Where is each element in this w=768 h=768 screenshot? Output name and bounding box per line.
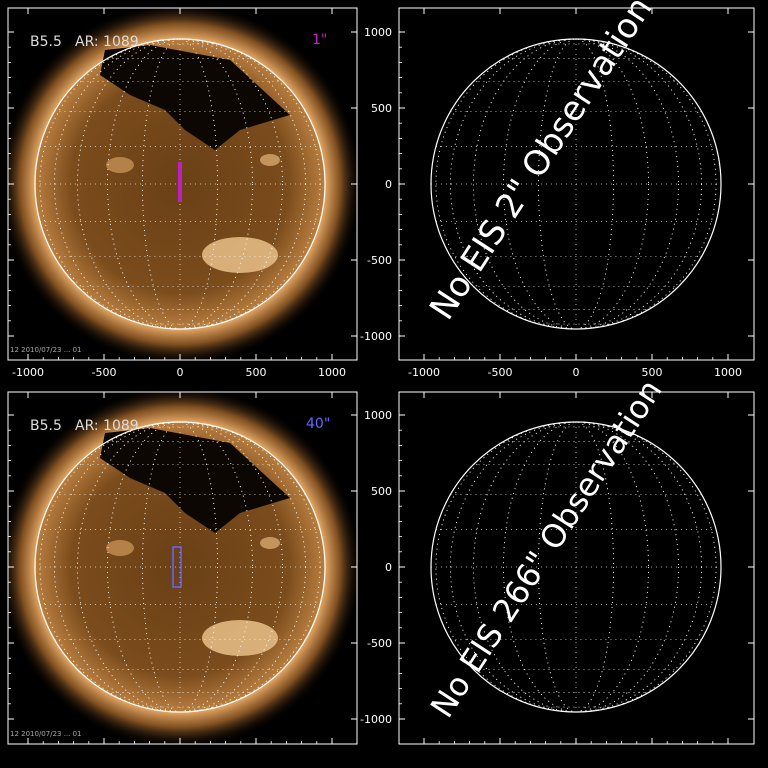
eis-slit-marker bbox=[178, 162, 182, 202]
coronal-hole bbox=[100, 45, 290, 150]
longitude-line bbox=[54, 38, 306, 330]
timestamp-label: 12 2010/07/23 ... 01 bbox=[10, 730, 82, 738]
y-tick-label: 500 bbox=[371, 485, 392, 498]
x-tick-label: -500 bbox=[92, 366, 117, 379]
heliographic-grid bbox=[35, 421, 325, 713]
no-observation-label: No EIS 2" Observation bbox=[422, 0, 660, 327]
slit-width-label: 40" bbox=[306, 416, 330, 432]
y-tick-label: -500 bbox=[367, 637, 392, 650]
x-tick-label: -1000 bbox=[408, 366, 440, 379]
panel-top-right: No EIS 2" Observation -1000 -500 0 500 1000 1… bbox=[360, 0, 755, 379]
longitude-line bbox=[39, 38, 321, 330]
y-tick-label: 0 bbox=[385, 561, 392, 574]
solar-limb bbox=[34, 421, 326, 713]
longitude-line bbox=[435, 38, 717, 330]
active-region-label: AR: 1089 bbox=[75, 418, 139, 434]
timestamp-label: 12 2010/07/23 ... 01 bbox=[10, 346, 82, 354]
solar-limb bbox=[430, 421, 722, 713]
longitude-line bbox=[450, 38, 702, 330]
longitude-line bbox=[39, 421, 321, 713]
active-region-label: AR: 1089 bbox=[75, 34, 139, 50]
slit-width-label: 1" bbox=[312, 32, 327, 48]
longitude-line bbox=[538, 38, 614, 330]
flare-class-label: B5.5 bbox=[30, 418, 62, 434]
coronal-hole bbox=[100, 428, 290, 533]
longitude-line bbox=[142, 421, 218, 713]
x-tick-label: 0 bbox=[177, 366, 184, 379]
x-tick-label: -1000 bbox=[12, 366, 44, 379]
x-tick-label: 1000 bbox=[714, 366, 742, 379]
active-region bbox=[202, 620, 278, 656]
eis-raster-box bbox=[172, 546, 182, 588]
longitude-line bbox=[450, 421, 702, 713]
x-tick-label: 500 bbox=[246, 366, 267, 379]
x-tick-label: -500 bbox=[488, 366, 513, 379]
active-region bbox=[202, 237, 278, 273]
x-tick-label: 500 bbox=[642, 366, 663, 379]
solar-limb bbox=[34, 38, 326, 330]
x-tick-label: 0 bbox=[573, 366, 580, 379]
y-tick-label: 0 bbox=[385, 178, 392, 191]
sun-image-bottom bbox=[8, 392, 357, 744]
sun-image-top bbox=[8, 8, 357, 360]
y-tick-label: -500 bbox=[367, 254, 392, 267]
x-tick-label: 1000 bbox=[318, 366, 346, 379]
flare-class-label: B5.5 bbox=[30, 34, 62, 50]
y-tick-label: -1000 bbox=[360, 330, 392, 343]
y-tick-label: 1000 bbox=[364, 409, 392, 422]
panel-bottom-right: No EIS 266" Observation 10005000-500-100… bbox=[360, 373, 755, 745]
solar-limb bbox=[430, 38, 722, 330]
longitude-line bbox=[435, 421, 717, 713]
panel-top-left: B5.5 AR: 1089 1" 12 2010/07/23 ... 01 -1… bbox=[7, 7, 358, 379]
longitude-line bbox=[142, 38, 218, 330]
y-tick-label: 1000 bbox=[364, 26, 392, 39]
y-tick-label: -1000 bbox=[360, 713, 392, 726]
axes-frame bbox=[7, 391, 358, 745]
longitude-line bbox=[538, 421, 614, 713]
y-tick-label: 500 bbox=[371, 102, 392, 115]
longitude-line bbox=[54, 421, 306, 713]
panel-bottom-left: B5.5 AR: 1089 40" 12 2010/07/23 ... 01 bbox=[7, 391, 358, 745]
